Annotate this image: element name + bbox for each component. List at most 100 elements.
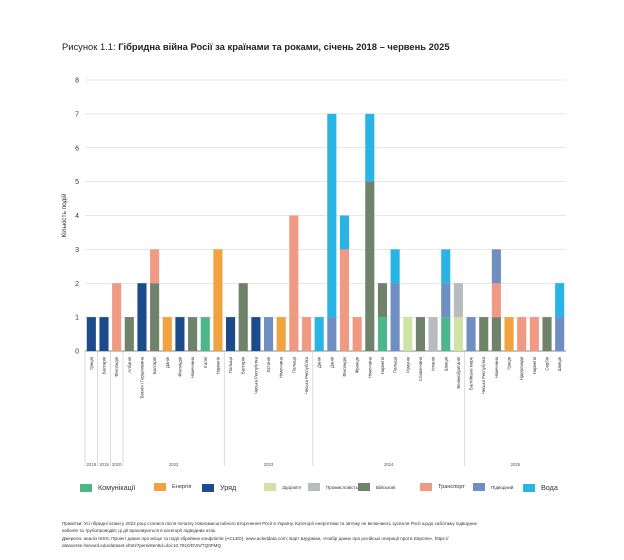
chart-title: Рисунок 1.1: Гібридна війна Росії за кра… <box>62 41 450 52</box>
legend-swatch <box>80 483 92 492</box>
bar-segment <box>137 283 147 351</box>
bar-segment <box>390 283 400 351</box>
x-tick-label: Албанія <box>127 356 132 372</box>
bar-segment <box>377 283 388 318</box>
bar-segment <box>124 317 134 351</box>
legend-label: Військові <box>376 484 396 490</box>
bar-segment <box>301 317 312 351</box>
notes-line-1: Примітки: Усі гібридні атаки у 2022 році… <box>62 521 477 526</box>
legend-item: Підводний <box>473 483 513 491</box>
bar-segment <box>529 317 539 351</box>
y-tick-label: 8 <box>75 78 79 85</box>
sources-line-1: Джерела: аналіз ISSS; Проект даних про м… <box>62 535 449 541</box>
bar-segment <box>377 317 388 351</box>
year-group-label: 2018 <box>87 462 97 467</box>
x-tick-label: Нідерланди <box>519 356 524 380</box>
y-tick-label: 5 <box>75 179 79 186</box>
x-tick-label: Данія <box>329 356 334 368</box>
bar-segment <box>327 317 337 351</box>
x-tick-label: Німеччина <box>190 356 195 378</box>
x-tick-label: Німеччина <box>279 356 284 378</box>
bar-segment <box>352 317 362 351</box>
bar-segment <box>390 249 400 284</box>
bar-segment <box>365 181 375 351</box>
legend-label: Транспорт <box>438 484 465 490</box>
legend-swatch <box>523 483 535 492</box>
x-tick-label: Іспанія <box>431 356 436 370</box>
bar-segment <box>491 283 501 318</box>
bar-segment <box>150 283 160 351</box>
bar-segment <box>162 317 172 351</box>
y-tick-label: 7 <box>75 111 79 118</box>
x-tick-label: Чеська Республіка <box>481 356 486 394</box>
bar-segment <box>441 283 451 318</box>
legend-label: Комунікації <box>98 483 136 492</box>
legend-item: Комунікації <box>80 483 135 492</box>
bar-segment <box>314 317 324 351</box>
legend-label: Енергія <box>172 484 192 490</box>
legend-swatch <box>154 483 166 491</box>
bar-segment <box>226 317 236 351</box>
bar-segment <box>289 215 299 351</box>
x-tick-label: Фінляндія <box>177 356 182 376</box>
legend-swatch <box>264 483 276 491</box>
year-group-label: 2024 <box>384 462 394 467</box>
stacked-bar-chart: 0 1 2 3 4 5 6 7 8 Кількість подій Греція Болгарія Фі… <box>60 78 566 467</box>
legend-item: Енергія <box>154 483 191 491</box>
x-tick-label: Швеція <box>443 356 448 371</box>
x-tick-label: Данія <box>317 356 322 368</box>
legend-item: Уряд <box>202 483 236 492</box>
x-tick-label: Словаччина <box>418 356 423 381</box>
bar-segment <box>453 283 463 318</box>
figure-title-text: Гібридна війна Росії за країнами та рока… <box>118 41 450 52</box>
y-tick-label: 2 <box>75 281 79 288</box>
x-tick-label: Польща <box>228 356 233 373</box>
x-tick-label: Естонія <box>266 356 271 372</box>
bar-segment <box>150 249 160 284</box>
bar-segment <box>365 113 375 182</box>
x-tick-label: Норвегія <box>215 356 220 374</box>
bar-segment <box>453 317 463 351</box>
legend-swatch <box>358 483 370 491</box>
x-tick-label: Болгарія <box>101 356 106 374</box>
bar-segment <box>276 317 286 351</box>
bar-segment <box>263 317 274 351</box>
chart-legend: Комунікації Енергія Уряд Здоров'я Промислові… <box>80 483 570 497</box>
x-tick-label: Німеччина <box>494 356 499 378</box>
legend-item: Промисловість <box>308 483 358 491</box>
legend-swatch <box>202 483 214 492</box>
legend-swatch <box>308 483 320 491</box>
x-tick-label: Балтійське море <box>469 356 474 390</box>
x-tick-label: Данія <box>165 356 170 368</box>
bar-segment <box>403 317 413 351</box>
bar-segment <box>441 317 451 351</box>
bar-segment <box>327 113 337 318</box>
x-tick-label: Чеська Республіка <box>304 356 309 394</box>
y-tick-label: 4 <box>75 213 79 220</box>
year-group-label: 2025 <box>511 462 521 467</box>
bar-segment <box>238 283 248 351</box>
bar-segment <box>415 317 425 351</box>
y-tick-label: 6 <box>75 145 79 152</box>
y-tick-label: 1 <box>75 315 79 322</box>
legend-label: Промисловість <box>326 484 358 490</box>
y-tick-label: 0 <box>75 349 79 356</box>
x-tick-label: Італія <box>203 356 208 368</box>
bar-segment <box>339 249 350 351</box>
bar-segment <box>99 317 109 351</box>
legend-label: Здоров'я <box>282 484 301 490</box>
bar-segment <box>112 283 122 351</box>
x-tick-label: Швеція <box>557 356 562 371</box>
y-axis-label: Кількість подій <box>60 193 68 237</box>
bar-segment <box>555 317 565 351</box>
legend-item: Вода <box>523 483 558 492</box>
x-tick-label: Румунія <box>405 356 410 372</box>
x-tick-label: Норвегія <box>532 356 537 374</box>
x-tick-label: Польща <box>393 356 398 373</box>
notes-line-2: кабелів та трубопроводів; ці дії врахову… <box>62 528 217 534</box>
figure-number: Рисунок 1.1: <box>62 41 119 52</box>
x-tick-label: Болгарія <box>152 356 157 374</box>
legend-label: Підводний <box>491 484 514 490</box>
sources-line-2: dataverse.harvard.edu/dataset.xhtml?pers… <box>62 543 221 549</box>
x-tick-label: Болгарія <box>241 356 246 374</box>
